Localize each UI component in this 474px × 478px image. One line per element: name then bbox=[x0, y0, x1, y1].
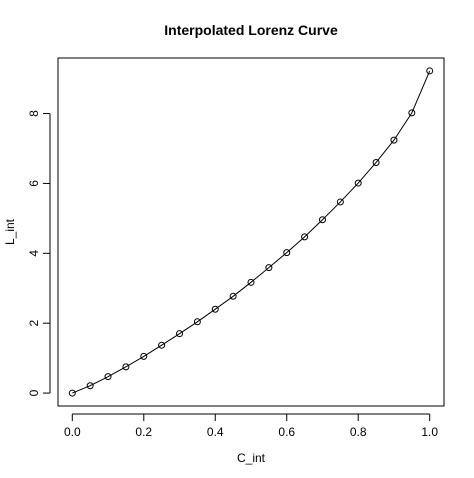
data-point bbox=[86, 382, 94, 390]
y-tick-label: 8 bbox=[27, 110, 41, 117]
data-point bbox=[283, 249, 291, 257]
plot-frame bbox=[57, 57, 445, 407]
chart-title: Interpolated Lorenz Curve bbox=[164, 22, 338, 38]
x-tick-label: 0.8 bbox=[350, 425, 367, 439]
x-axis-label: C_int bbox=[237, 451, 266, 465]
y-tick-label: 2 bbox=[27, 320, 41, 327]
series-line bbox=[72, 70, 431, 394]
x-axis: 0.0 0.2 0.4 0.6 0.8 1.0 bbox=[64, 413, 438, 439]
data-point bbox=[193, 318, 201, 326]
y-tick-label: 0 bbox=[27, 389, 41, 396]
y-tick-label: 6 bbox=[27, 180, 41, 187]
data-point bbox=[390, 136, 398, 144]
data-point bbox=[140, 352, 148, 360]
x-tick-label: 0.2 bbox=[135, 425, 152, 439]
data-point bbox=[158, 341, 166, 349]
data-point bbox=[229, 292, 237, 300]
y-axis: 0 2 4 6 8 bbox=[27, 110, 51, 396]
data-point bbox=[372, 158, 380, 166]
data-point bbox=[265, 264, 273, 272]
data-point bbox=[247, 278, 255, 286]
y-axis-label: L_int bbox=[3, 218, 17, 245]
data-point bbox=[211, 305, 219, 313]
data-point bbox=[122, 363, 130, 371]
x-tick-label: 0.6 bbox=[278, 425, 295, 439]
data-series bbox=[68, 67, 434, 397]
x-tick-label: 0.0 bbox=[64, 425, 81, 439]
x-tick-label: 0.4 bbox=[207, 425, 224, 439]
data-point bbox=[104, 373, 112, 381]
data-point bbox=[318, 216, 326, 224]
data-point bbox=[408, 109, 416, 117]
data-point bbox=[336, 198, 344, 206]
data-point bbox=[176, 330, 184, 338]
x-tick-label: 1.0 bbox=[421, 425, 438, 439]
y-tick-label: 4 bbox=[27, 250, 41, 257]
data-point bbox=[301, 233, 309, 241]
data-point bbox=[354, 179, 362, 187]
data-point bbox=[426, 67, 434, 75]
data-point bbox=[68, 389, 76, 397]
